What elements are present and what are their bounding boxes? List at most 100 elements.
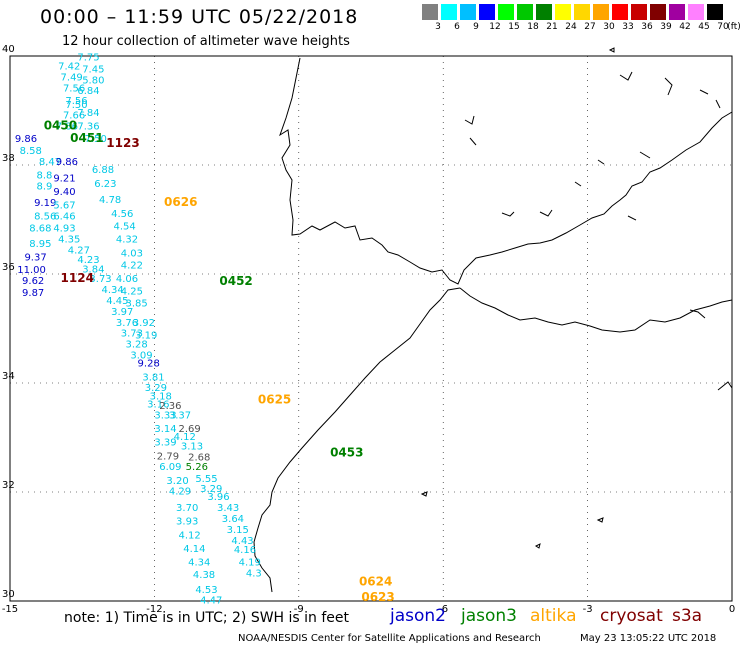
wave-height-value: 4.22 <box>121 261 143 272</box>
wave-height-value: 3.29 <box>200 484 222 495</box>
wave-height-value: 4.38 <box>193 570 215 581</box>
legend-swatch <box>555 4 571 20</box>
lon-tick-label: -15 <box>2 604 18 615</box>
footer-note: note: 1) Time is in UTC; 2) SWH is in fe… <box>64 610 350 626</box>
lat-tick-label: 32 <box>2 480 15 491</box>
wave-height-value: 3.76 <box>116 318 138 329</box>
legend-swatch <box>688 4 704 20</box>
pass-time-label: 0450 <box>44 119 77 133</box>
legend-swatch <box>574 4 590 20</box>
wave-height-value: 2.79 <box>157 451 179 462</box>
lat-tick-label: 30 <box>2 589 15 600</box>
wave-height-value: 7.50 <box>65 100 87 111</box>
wave-height-value: 3.97 <box>111 307 133 318</box>
wave-height-value: 6.23 <box>94 179 116 190</box>
wave-height-value: 3.92 <box>133 318 155 329</box>
legend-unit: (ft) <box>727 22 740 32</box>
wave-height-value: 9.28 <box>138 359 160 370</box>
wave-height-value: 7.45 <box>82 64 104 75</box>
lat-tick-label: 36 <box>2 262 15 273</box>
wave-height-value: 6.46 <box>53 212 75 223</box>
wave-height-value: 5.26 <box>186 462 208 473</box>
wave-height-value: 11.00 <box>17 265 46 276</box>
river-2 <box>664 77 673 96</box>
island-4 <box>608 47 615 53</box>
wave-height-value: 3.64 <box>222 514 244 525</box>
wave-height-value: 4.32 <box>116 234 138 245</box>
satellite-name: altika <box>530 606 577 626</box>
river-12 <box>639 151 651 159</box>
legend-label: 6 <box>454 22 460 32</box>
wave-height-value: 4.53 <box>195 585 217 596</box>
wave-height-value: 7.49 <box>61 73 83 84</box>
river-7 <box>597 159 605 165</box>
legend-label: 9 <box>473 22 479 32</box>
legend-label: 36 <box>641 22 653 32</box>
lon-tick-label: -3 <box>583 604 593 615</box>
wave-height-value: 3.37 <box>169 410 191 421</box>
pass-time-label: 0453 <box>330 446 363 460</box>
legend-swatch <box>479 4 495 20</box>
wave-height-value: 3.15 <box>227 525 249 536</box>
coastline <box>253 47 733 593</box>
wave-height-value: 3.13 <box>181 441 203 452</box>
wave-height-value: 4.45 <box>106 296 128 307</box>
wave-height-value: 3.85 <box>126 299 148 310</box>
wave-height-value: 4.47 <box>200 596 222 607</box>
legend-swatch <box>593 4 609 20</box>
lon-tick-label: -6 <box>438 604 448 615</box>
legend-label: 15 <box>508 22 520 32</box>
wave-height-value: 4.25 <box>121 287 143 298</box>
river-9 <box>464 115 475 125</box>
lon-tick-label: -12 <box>146 604 162 615</box>
lon-tick-label: 0 <box>729 604 735 615</box>
wave-height-value: 4.3 <box>246 568 262 579</box>
wave-height-value: 7.84 <box>77 108 99 119</box>
legend-swatch <box>536 4 552 20</box>
wave-height-value: 3.20 <box>166 476 188 487</box>
river-13 <box>689 309 706 319</box>
legend-label: 45 <box>698 22 710 32</box>
pass-time-label: 0623 <box>361 590 394 604</box>
legend-swatch <box>422 4 438 20</box>
pass-time-label: 1124 <box>61 271 94 285</box>
wave-height-value: 9.37 <box>24 252 46 263</box>
lon-tick-label: -9 <box>294 604 304 615</box>
wave-height-value: 2.68 <box>188 452 210 463</box>
wave-height-value: 5.55 <box>195 474 217 485</box>
wave-height-value: 8.68 <box>29 223 51 234</box>
page-title: 00:00 – 11:59 UTC 05/22/2018 <box>40 6 359 28</box>
wave-height-value: 3.19 <box>135 330 157 341</box>
wave-height-value: 9.86 <box>56 157 78 168</box>
legend-swatch <box>631 4 647 20</box>
river-1 <box>619 71 633 81</box>
legend-label: 39 <box>660 22 672 32</box>
pass-time-label: 0451 <box>70 131 103 145</box>
axis-tick-labels: -15 -12 -9 -6 -3 0 40 38 36 34 32 30 <box>2 44 735 615</box>
wave-height-value: 3.43 <box>217 503 239 514</box>
wave-height-value: 8.8 <box>36 171 52 182</box>
wave-height-value: 3.70 <box>176 503 198 514</box>
river-8 <box>574 181 582 187</box>
satellite-name: cryosat <box>600 606 663 626</box>
legend-label: 27 <box>584 22 596 32</box>
island-3 <box>535 543 541 549</box>
credit-line: NOAA/NESDIS Center for Satellite Applica… <box>238 633 541 644</box>
page-subtitle: 12 hour collection of altimeter wave hei… <box>62 34 350 49</box>
coast-portugal <box>279 57 733 285</box>
wave-height-value: 8.95 <box>29 239 51 250</box>
legend-label: 33 <box>622 22 634 32</box>
lat-tick-label: 38 <box>2 153 15 164</box>
wave-height-value: 4.27 <box>68 245 90 256</box>
wave-height-value: 9.19 <box>34 198 56 209</box>
observations-layer: 7.757.42 7.457.49 5.807.566.847.567.507.84… <box>15 52 262 606</box>
wave-height-value: 4.06 <box>116 274 138 285</box>
coast-morocco <box>459 287 733 333</box>
wave-height-value: 3.28 <box>126 340 148 351</box>
wave-height-value: 9.86 <box>15 134 37 145</box>
wave-height-value: 7.56 <box>63 83 85 94</box>
legend-label: 21 <box>546 22 558 32</box>
wave-height-value: 7.36 <box>77 122 99 133</box>
